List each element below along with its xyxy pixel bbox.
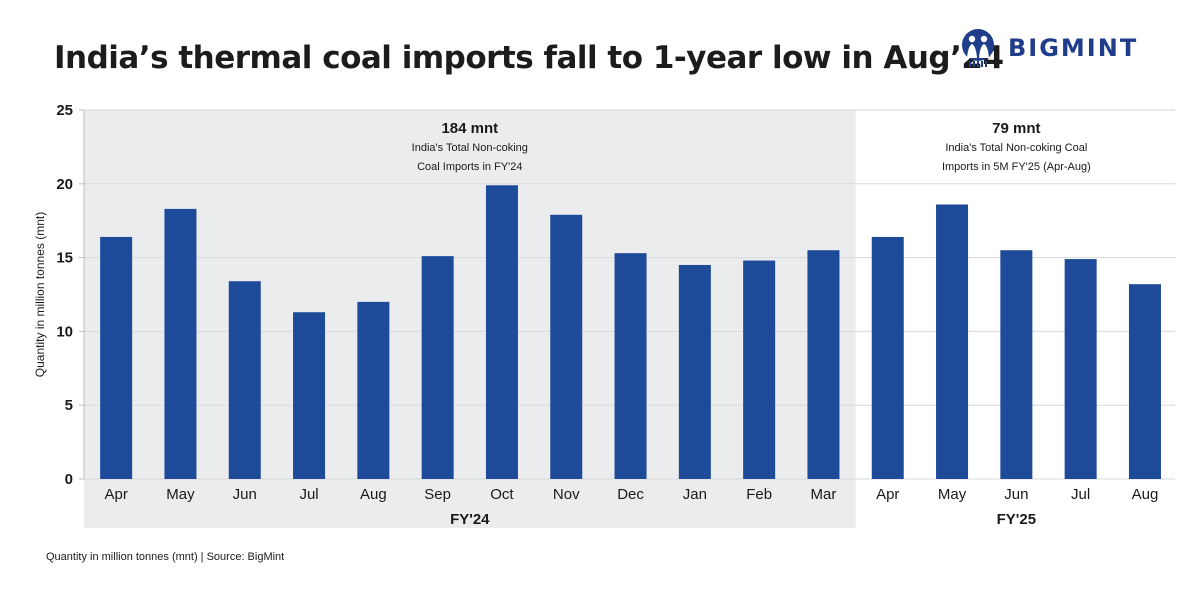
y-tick-label: 20 — [56, 176, 73, 193]
group-total-annotation: 79 mnt — [992, 120, 1040, 137]
bar-1 — [100, 236, 133, 479]
y-tick-label: 5 — [65, 397, 73, 414]
x-tick-label: Aug — [360, 486, 387, 503]
x-tick-label: Nov — [553, 486, 580, 503]
x-tick-label: Jul — [299, 486, 318, 503]
bar-5 — [357, 301, 390, 479]
y-tick-label: 10 — [56, 323, 73, 340]
y-tick-label: 0 — [65, 471, 73, 488]
bar-11 — [743, 260, 776, 479]
x-tick-label: Jul — [1071, 486, 1090, 503]
bar-17 — [1128, 284, 1161, 479]
logo-text: BIGMINT — [1008, 34, 1139, 62]
x-tick-label: May — [938, 486, 967, 503]
group-label: FY'24 — [450, 511, 490, 528]
x-tick-label: Apr — [876, 486, 899, 503]
y-tick-label: 25 — [56, 102, 73, 119]
y-tick-label: 15 — [56, 250, 73, 267]
bar-4 — [293, 312, 326, 479]
x-tick-label: Dec — [617, 486, 644, 503]
bar-12 — [807, 250, 840, 479]
bar-8 — [550, 214, 583, 479]
source-note: Quantity in million tonnes (mnt) | Sourc… — [46, 551, 285, 563]
group-note-line: Imports in 5M FY'25 (Apr-Aug) — [942, 161, 1091, 173]
bar-16 — [1064, 259, 1097, 479]
bar-15 — [1000, 250, 1033, 479]
group-note-line: Coal Imports in FY'24 — [417, 161, 522, 173]
bar-7 — [485, 185, 518, 479]
x-tick-label: Jun — [233, 486, 257, 503]
bar-9 — [614, 253, 647, 479]
x-tick-label: Feb — [746, 486, 772, 503]
bar-14 — [936, 204, 969, 480]
bar-3 — [228, 281, 261, 479]
group-note-line: India's Total Non-coking — [412, 142, 528, 154]
bar-6 — [421, 256, 454, 479]
group-total-annotation: 184 mnt — [441, 120, 498, 137]
x-tick-label: Oct — [490, 486, 514, 503]
x-tick-label: Mar — [811, 486, 837, 503]
bar-10 — [678, 264, 711, 479]
bar-13 — [871, 236, 904, 479]
chart-title: India’s thermal coal imports fall to 1-y… — [54, 40, 1004, 76]
x-tick-label: Sep — [424, 486, 451, 503]
period-shade-0 — [84, 110, 856, 528]
x-tick-label: Aug — [1132, 486, 1159, 503]
bar-2 — [164, 208, 197, 479]
y-axis-title: Quantity in million tonnes (mnt) — [33, 212, 47, 377]
x-tick-label: Jan — [683, 486, 707, 503]
group-label: FY'25 — [997, 511, 1036, 528]
x-tick-label: Jun — [1004, 486, 1028, 503]
x-tick-label: May — [166, 486, 195, 503]
bigmint-logo: BIGMINT — [958, 28, 1158, 68]
bigmint-logo-icon — [962, 29, 994, 67]
group-note-line: India's Total Non-coking Coal — [945, 142, 1087, 154]
x-tick-label: Apr — [104, 486, 127, 503]
